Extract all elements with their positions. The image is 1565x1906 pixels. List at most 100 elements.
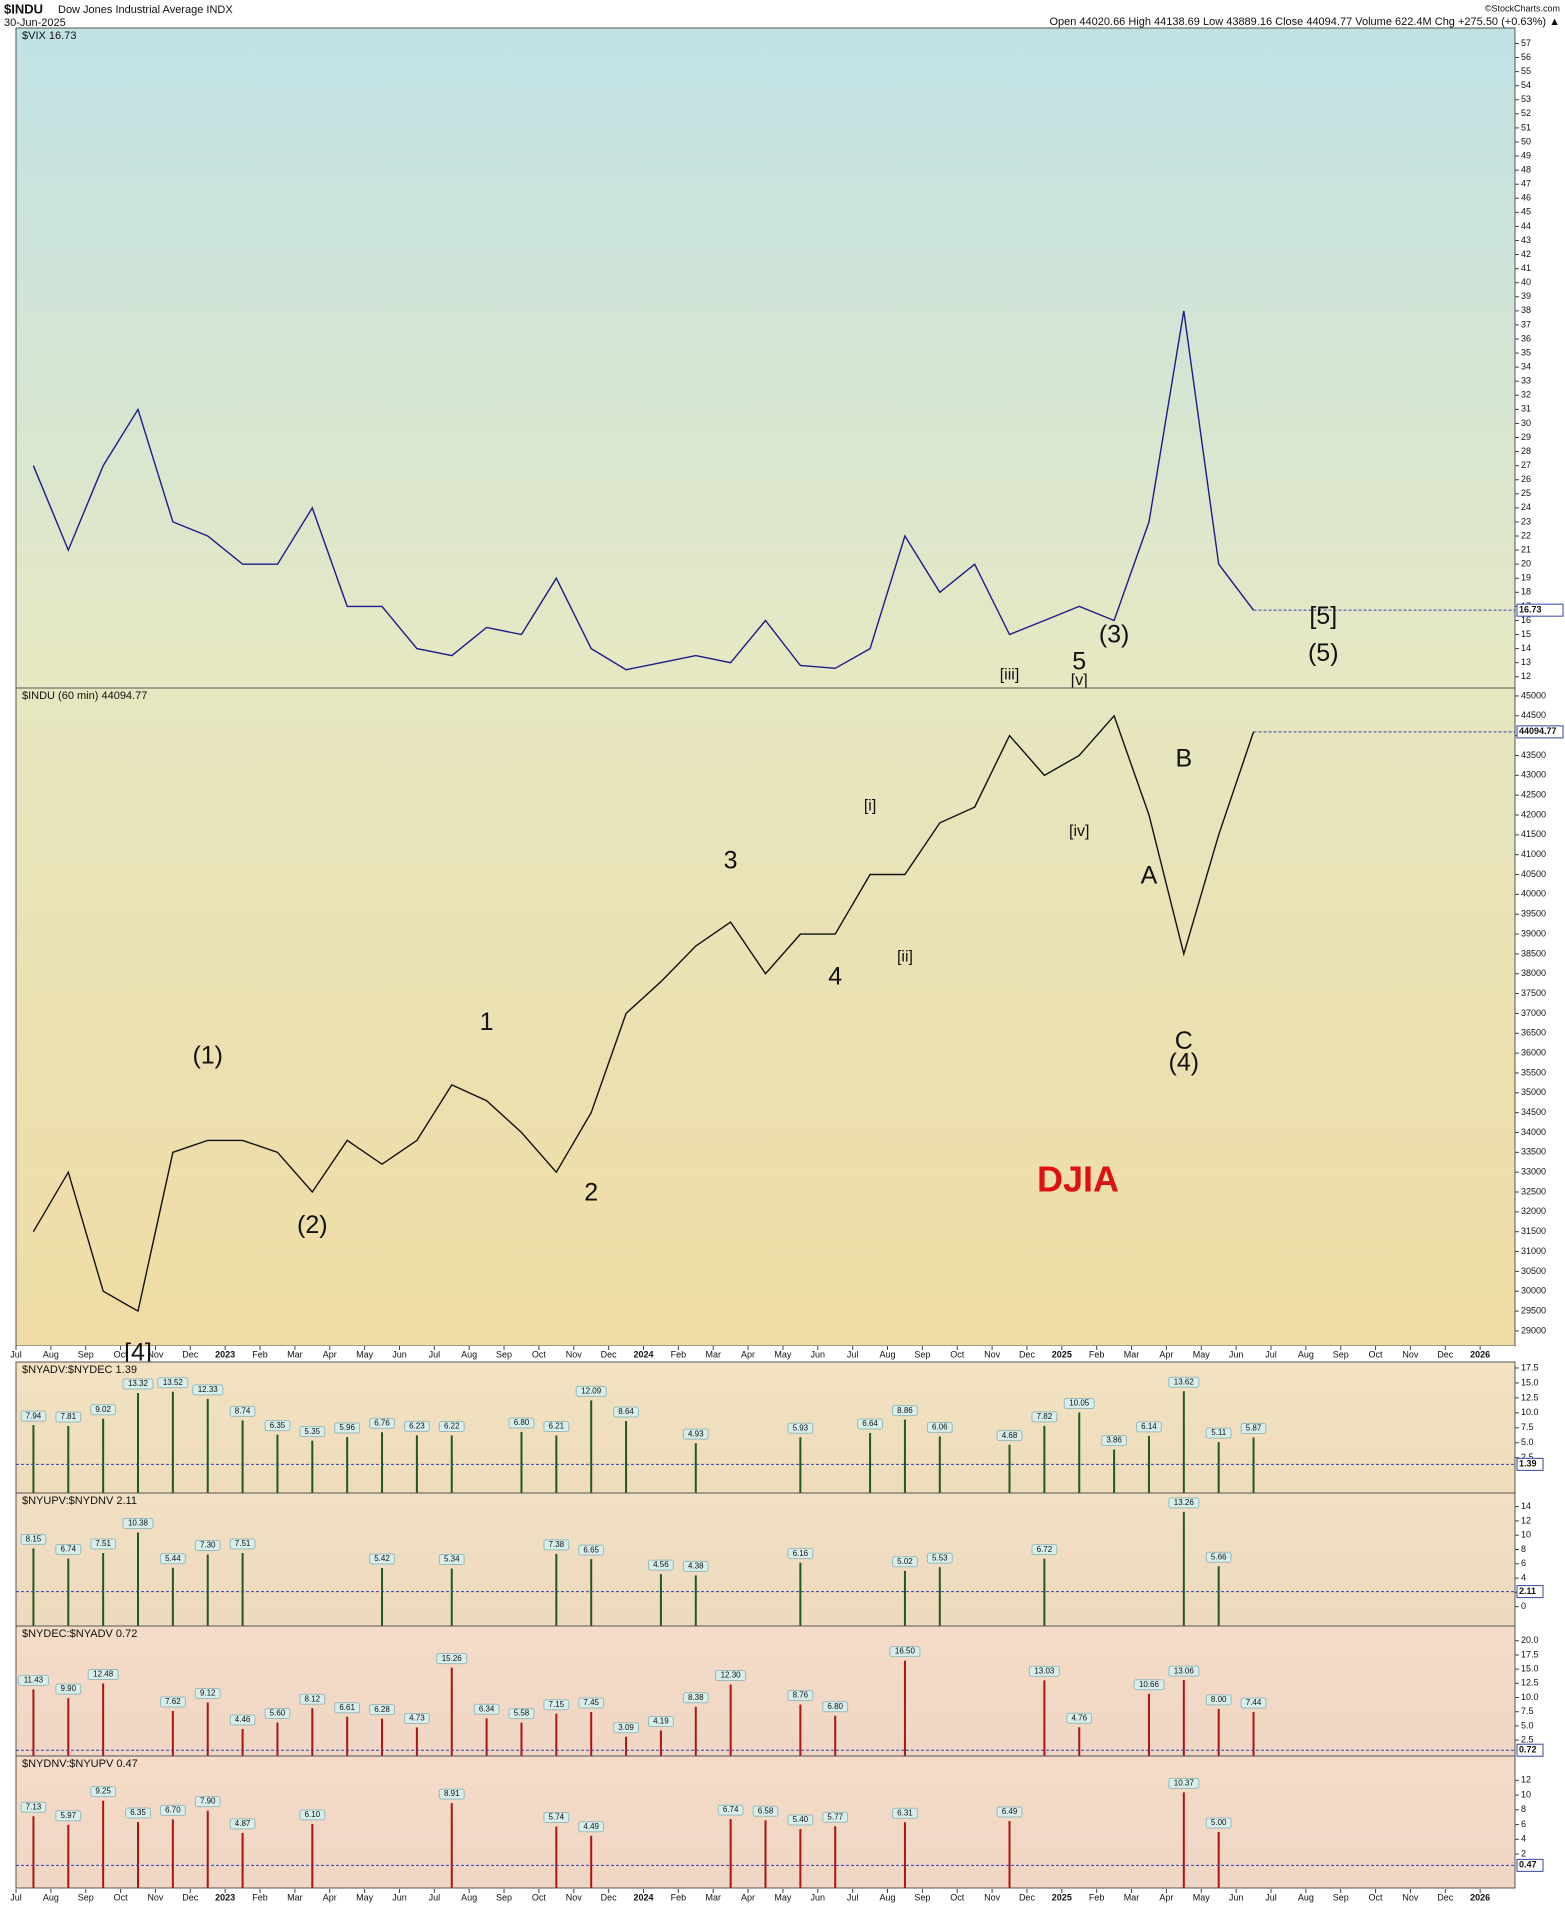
y-tick-label: 38	[1521, 305, 1531, 315]
y-tick-label: 36500	[1521, 1028, 1546, 1038]
x-tick-label: Oct	[532, 1892, 547, 1902]
value-label: 6.14	[1141, 1422, 1157, 1431]
value-label: 5.40	[793, 1815, 809, 1824]
y-tick-label: 40500	[1521, 869, 1546, 879]
value-label: 7.45	[583, 1698, 599, 1707]
x-tick-label: Jun	[1229, 1349, 1244, 1359]
y-tick-label: 4	[1521, 1572, 1526, 1582]
value-label: 5.35	[305, 1427, 321, 1436]
value-label: 4.19	[653, 1717, 669, 1726]
value-label: 13.52	[163, 1378, 184, 1387]
value-label-box	[125, 1807, 151, 1819]
panel-title: $INDU (60 min) 44094.77	[22, 690, 147, 702]
x-tick-label: Jul	[1265, 1892, 1277, 1902]
y-tick-label: 12	[1521, 1775, 1531, 1785]
x-tick-label: Feb	[252, 1892, 268, 1902]
value-label-box	[648, 1716, 674, 1728]
value-label-box	[889, 1646, 921, 1658]
price-line	[32, 714, 1255, 1313]
x-tick-label: Mar	[705, 1349, 721, 1359]
value-label: 4.73	[409, 1714, 425, 1723]
value-label-box	[682, 1428, 709, 1440]
value-label-box	[159, 1696, 186, 1708]
value-label: 9.25	[95, 1787, 111, 1796]
panel-background	[15, 1625, 1516, 1757]
x-tick-label: Sep	[78, 1349, 94, 1359]
y-tick-label: 0	[1521, 1601, 1526, 1611]
value-label-box	[1028, 1665, 1060, 1677]
x-tick-label: Mar	[705, 1892, 721, 1902]
value-label-box	[87, 1668, 119, 1680]
y-tick-label: 45	[1521, 207, 1531, 217]
value-label-box	[264, 1420, 291, 1432]
panel-title: $VIX 16.73	[22, 30, 76, 42]
value-label-box	[857, 1418, 883, 1430]
value-label-box	[575, 1385, 607, 1397]
panel-background	[15, 687, 1516, 1347]
y-tick-label: 33000	[1521, 1167, 1546, 1177]
y-tick-label: 15.0	[1521, 1377, 1539, 1387]
x-tick-label: Dec	[1019, 1349, 1036, 1359]
value-label-box	[613, 1722, 639, 1734]
value-label-box	[90, 1404, 117, 1416]
x-tick-label: Aug	[43, 1892, 59, 1902]
y-tick-label: 5.0	[1521, 1720, 1534, 1730]
x-tick-label: Nov	[984, 1892, 1001, 1902]
value-label-box	[194, 1688, 221, 1700]
value-label-box	[403, 1712, 430, 1724]
y-tick-label: 34	[1521, 362, 1531, 372]
y-tick-label: 41500	[1521, 829, 1546, 839]
y-tick-label: 32	[1521, 390, 1531, 400]
value-label: 8.38	[688, 1693, 704, 1702]
value-label: 8.74	[235, 1406, 251, 1415]
last-value-badge	[1516, 1585, 1544, 1599]
value-label: 5.00	[1211, 1818, 1227, 1827]
y-tick-label: 35500	[1521, 1067, 1546, 1077]
y-tick-label: 27	[1521, 460, 1531, 470]
y-tick-label: 33	[1521, 376, 1531, 386]
value-label-box	[55, 1810, 82, 1822]
value-label-box	[1240, 1423, 1267, 1435]
value-label-box	[996, 1430, 1023, 1442]
x-tick-label: Apr	[1159, 1892, 1173, 1902]
x-tick-label: Jun	[392, 1892, 407, 1902]
value-label-box	[264, 1708, 291, 1720]
value-label-box	[55, 1543, 82, 1555]
wave-label: [iv]	[1069, 823, 1089, 840]
y-tick-label: 38500	[1521, 948, 1546, 958]
y-tick-label: 42000	[1521, 809, 1546, 819]
y-tick-label: 44500	[1521, 710, 1546, 720]
y-tick-label: 41000	[1521, 849, 1546, 859]
value-label: 9.90	[61, 1684, 77, 1693]
y-tick-label: 39000	[1521, 928, 1546, 938]
x-tick-label: Jun	[811, 1349, 826, 1359]
value-label-box	[578, 1821, 605, 1833]
value-label-box	[473, 1703, 500, 1715]
symbol: $INDU	[4, 1, 43, 16]
x-tick-label: Jul	[10, 1349, 22, 1359]
value-label: 11.43	[24, 1676, 44, 1685]
y-tick-label: 7.5	[1521, 1706, 1534, 1716]
value-label-box	[543, 1421, 570, 1433]
y-tick-label: 24	[1521, 502, 1531, 512]
y-tick-label: 46	[1521, 193, 1531, 203]
x-tick-label: Nov	[147, 1892, 164, 1902]
value-label: 5.66	[1211, 1552, 1227, 1561]
x-tick-label: Sep	[1333, 1892, 1349, 1902]
y-tick-label: 50	[1521, 136, 1531, 146]
value-label: 6.58	[758, 1806, 774, 1815]
y-tick-label: 10	[1521, 1530, 1531, 1540]
last-value-badge	[1516, 1858, 1544, 1872]
value-label: 9.02	[95, 1405, 111, 1414]
y-tick-label: 37	[1521, 319, 1531, 329]
y-tick-label: 49	[1521, 150, 1531, 160]
y-tick-label: 41	[1521, 263, 1531, 273]
x-tick-label: Feb	[671, 1349, 687, 1359]
value-label: 9.12	[200, 1689, 216, 1698]
x-tick-label: Mar	[287, 1892, 303, 1902]
value-label-box	[543, 1699, 570, 1711]
x-tick-label: 2024	[633, 1892, 653, 1902]
value-label-box	[578, 1697, 605, 1709]
value-label: 6.35	[270, 1421, 286, 1430]
